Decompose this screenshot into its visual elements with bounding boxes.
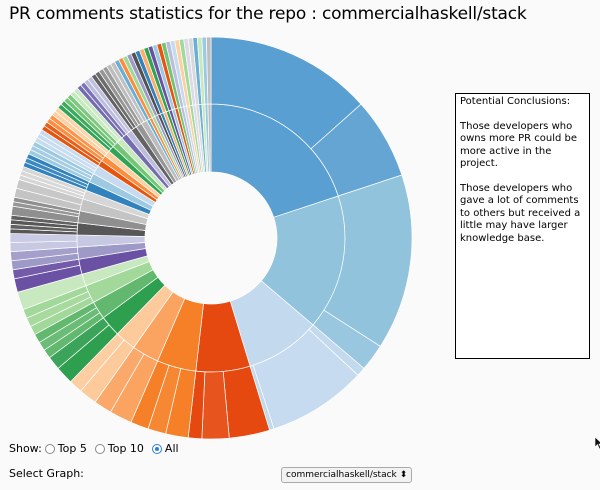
sunburst-chart [9, 36, 413, 440]
select-graph-label: Select Graph: [9, 467, 84, 480]
page-title: PR comments statistics for the repo : co… [9, 4, 527, 24]
mouse-cursor-icon [595, 437, 600, 450]
radio-top-10-circle[interactable] [94, 443, 105, 454]
radio-top-10-label: Top 10 [107, 442, 144, 455]
radio-top-10[interactable]: Top 10 [94, 442, 144, 455]
radio-all[interactable]: All [151, 442, 179, 455]
show-label: Show: [9, 442, 42, 455]
chevron-updown-icon: ⬍ [399, 470, 408, 480]
conclusions-paragraph-1: Those developers who owns more PR could … [460, 120, 578, 170]
radio-top-5[interactable]: Top 5 [44, 442, 87, 455]
radio-all-label: All [164, 442, 179, 455]
conclusions-heading: Potential Conclusions: [460, 96, 571, 107]
repo-select-value: commercialhaskell/stack [286, 470, 397, 480]
comment-slice[interactable] [206, 36, 212, 105]
show-filter: Show: Top 5 Top 10 All [9, 442, 184, 455]
radio-all-circle[interactable] [151, 443, 162, 454]
conclusions-paragraph-2: Those developers who gave a lot of comme… [460, 182, 581, 244]
radio-top-5-label: Top 5 [57, 442, 87, 455]
conclusions-panel: Potential Conclusions: Those developers … [455, 93, 590, 359]
repo-select[interactable]: commercialhaskell/stack ⬍ [281, 467, 413, 483]
sunburst-rings [9, 36, 413, 440]
radio-top-5-circle[interactable] [44, 443, 55, 454]
